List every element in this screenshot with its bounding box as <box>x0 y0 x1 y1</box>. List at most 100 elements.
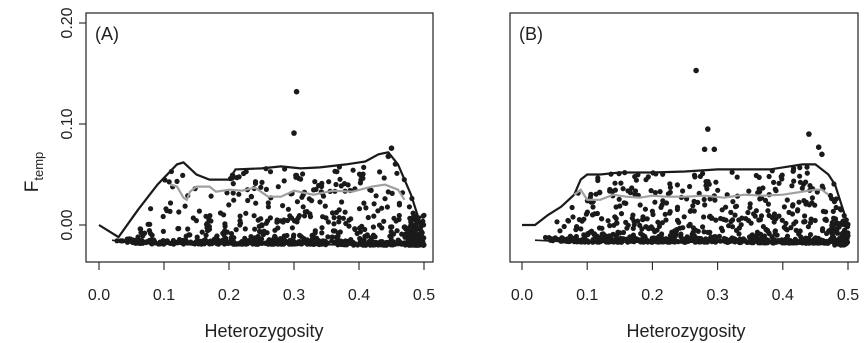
panel-b-point <box>659 202 665 208</box>
panel-a-point <box>396 212 402 219</box>
panel-b-point <box>776 180 782 186</box>
panel-b-point <box>758 236 764 242</box>
panel-b-point <box>666 236 672 243</box>
panel-b-point <box>569 204 575 211</box>
panel-b-point <box>688 208 694 214</box>
panel-a-point <box>258 184 264 190</box>
panel-a-point <box>251 213 257 219</box>
panel-b-point <box>618 180 624 186</box>
panel-b-point <box>832 216 839 222</box>
panel-b-point <box>667 233 674 239</box>
panel-b-point <box>753 172 759 179</box>
panel-b-point <box>802 219 808 225</box>
panel-b-point <box>801 237 807 243</box>
panel-b-point <box>763 237 769 243</box>
panel-a-point <box>130 237 136 243</box>
panel-b-point <box>716 233 723 239</box>
panel-b-point <box>831 229 837 235</box>
panel-b-point <box>820 226 826 232</box>
panel-b-point <box>840 232 846 238</box>
panel-a-median-line <box>170 183 406 202</box>
panel-a-point <box>230 181 236 187</box>
panel-b-point <box>812 217 818 224</box>
panel-b-point <box>703 236 709 242</box>
panel-b-point <box>773 188 779 194</box>
panel-a-point <box>312 230 318 236</box>
panel-b-point <box>638 231 644 237</box>
panel-a-point <box>290 238 296 244</box>
panel-a-point <box>280 203 286 209</box>
panel-b-x-tick-label: 0.5 <box>837 287 859 304</box>
panel-a-point <box>336 219 342 225</box>
panel-b-point <box>772 231 778 237</box>
panel-b-point <box>790 168 796 174</box>
panel-b-point <box>612 187 619 193</box>
panel-a-point <box>329 234 335 240</box>
panel-a-x-tick-label: 0.4 <box>348 287 370 304</box>
panel-a-point <box>146 228 152 234</box>
panel-a-point <box>174 178 180 184</box>
panel-a-point <box>275 184 281 190</box>
panel-a-point <box>311 234 317 240</box>
panel-b-point <box>784 197 790 203</box>
panel-a-x-tick-label: 0.0 <box>88 287 110 304</box>
panel-b-point <box>637 222 643 228</box>
panel-a-point <box>282 239 288 245</box>
panel-b-point <box>690 203 696 209</box>
panel-a-point <box>311 187 317 193</box>
panel-b-point <box>778 174 784 180</box>
panel-a-point <box>259 222 265 228</box>
panel-b-point <box>704 186 710 192</box>
panel-a-point <box>164 238 170 244</box>
panel-b-point <box>676 219 682 225</box>
panel-a-point <box>259 179 265 185</box>
panel-b-frame <box>509 12 859 263</box>
panel-a-point <box>302 209 308 215</box>
panel-b-point <box>641 216 647 222</box>
panel-b: (B) 0.0 0.1 0.2 0.3 0.4 0.5 Heterozygosity <box>509 12 859 341</box>
panel-a-point <box>185 226 191 232</box>
panel-a-point <box>149 232 155 238</box>
panel-b-point <box>657 189 663 195</box>
panel-a-x-ticks: 0.0 0.1 0.2 0.3 0.4 0.5 <box>88 262 435 304</box>
panel-a-point <box>226 202 232 208</box>
panel-b-point <box>607 223 613 229</box>
panel-a-point <box>217 210 224 216</box>
panel-a-point <box>243 169 249 175</box>
panel-a-point <box>338 183 344 189</box>
panel-b-point <box>804 164 810 170</box>
panel-b-point <box>592 211 598 217</box>
panel-b-point <box>605 218 611 224</box>
panel-b-x-ticks: 0.0 0.1 0.2 0.3 0.4 0.5 <box>511 262 859 304</box>
panel-b-point <box>708 236 715 242</box>
panel-b-point <box>804 170 810 176</box>
panel-b-point <box>599 216 605 222</box>
panel-a-point <box>399 231 405 237</box>
panel-b-point <box>649 226 656 232</box>
panel-a-point <box>345 182 351 188</box>
panel-b-x-axis-label: Heterozygosity <box>626 321 745 341</box>
panel-a-point <box>253 200 259 206</box>
panel-a-point <box>248 193 254 199</box>
panel-b-point <box>707 229 713 235</box>
panel-a-point <box>275 225 281 231</box>
panel-a-point <box>148 206 154 212</box>
panel-a-point <box>299 194 305 200</box>
panel-a-point <box>281 217 287 223</box>
panel-a-point <box>215 238 221 244</box>
panel-b-point <box>674 206 681 213</box>
panel-a-point <box>357 225 363 231</box>
panel-b-point <box>728 218 734 225</box>
panel-a-point <box>178 239 184 245</box>
panel-a-point <box>379 239 385 245</box>
panel-b-point <box>734 174 740 180</box>
panel-a-point <box>391 215 397 221</box>
panel-b-point <box>630 225 636 231</box>
panel-a-point <box>384 204 390 210</box>
panel-a-point <box>272 239 278 245</box>
panel-a-point <box>381 218 387 224</box>
panel-b-point <box>613 204 619 210</box>
panel-b-point <box>712 197 718 203</box>
panel-b-point <box>667 184 674 190</box>
panel-b-point <box>732 212 738 218</box>
